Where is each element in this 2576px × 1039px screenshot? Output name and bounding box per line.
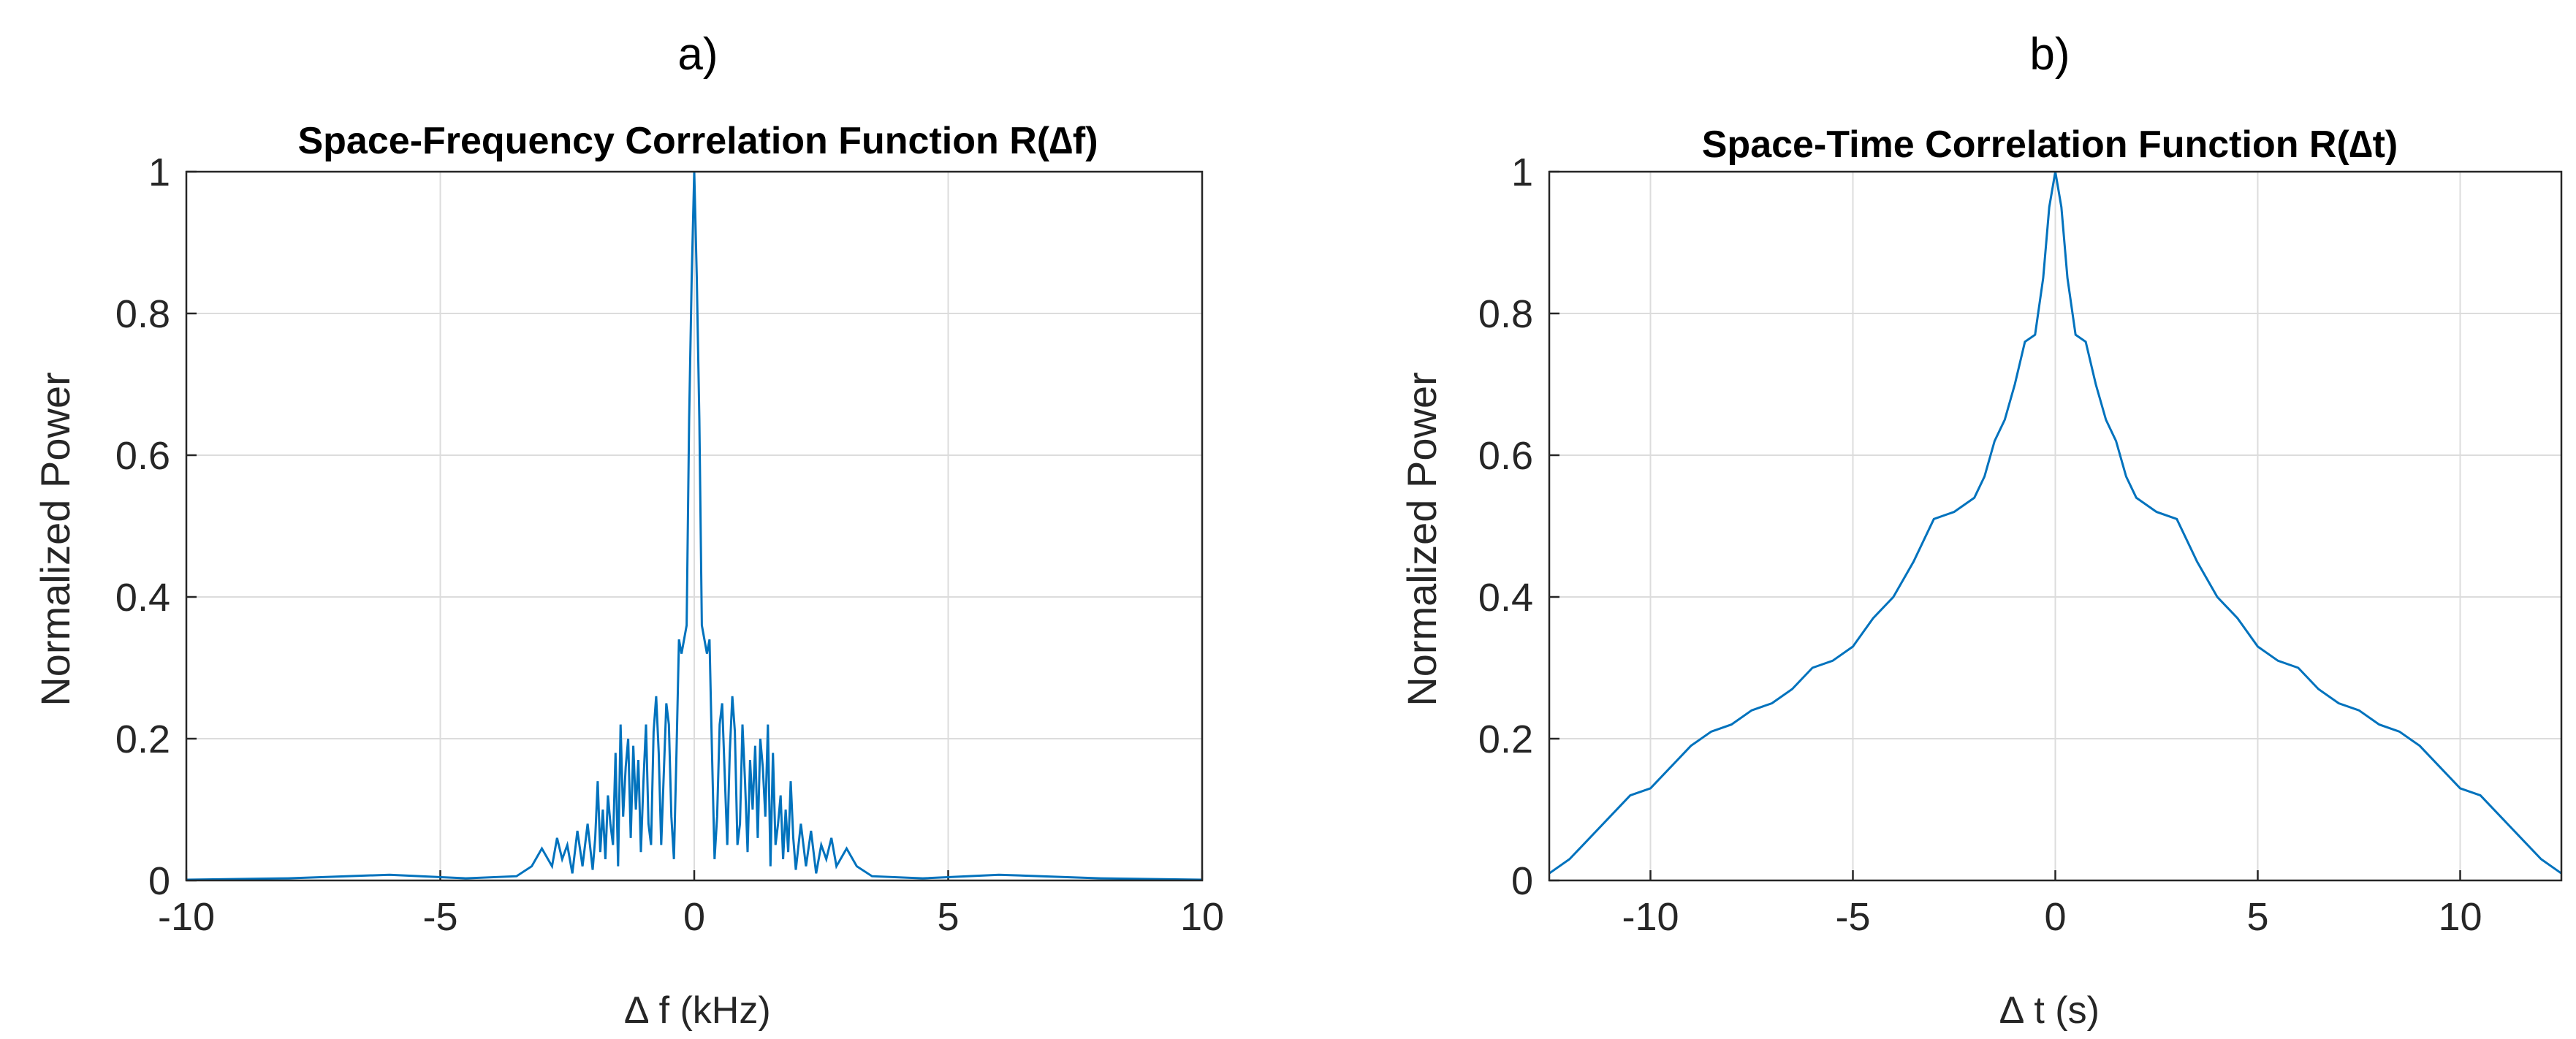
panel-a-y-tick-label: 0 bbox=[148, 859, 170, 903]
panel-a-label: a) bbox=[677, 29, 718, 80]
panel-a-y-tick-label: 0.4 bbox=[115, 576, 170, 620]
panel-b-label: b) bbox=[2029, 29, 2070, 80]
panel-b-y-tick-label: 0.8 bbox=[1478, 292, 1533, 336]
panel-a-x-tick-label: 0 bbox=[683, 895, 705, 939]
panel-a-x-ticks: -10 -5 0 5 10 bbox=[158, 870, 1224, 939]
panel-b-x-tick-label: 10 bbox=[2438, 895, 2482, 939]
panel-b-x-tick-label: -5 bbox=[1835, 895, 1870, 939]
panel-b-x-tick-label: 0 bbox=[2044, 895, 2066, 939]
panel-a-title: Space-Frequency Correlation Function R(∆… bbox=[297, 120, 1098, 162]
panel-b: b) Space-Time Correlation Function R(∆t)… bbox=[1399, 29, 2563, 1032]
panel-b-y-tick-label: 0.4 bbox=[1478, 576, 1533, 620]
panel-b-x-tick-label: -10 bbox=[1622, 895, 1679, 939]
panel-b-x-axis-label: ∆ t (s) bbox=[2000, 989, 2100, 1032]
panel-a-y-tick-label: 0.8 bbox=[115, 292, 170, 336]
panel-b-axes-box bbox=[1548, 170, 2563, 882]
panel-b-y-tick-label: 1 bbox=[1511, 151, 1533, 194]
panel-a-y-tick-label: 0.2 bbox=[115, 718, 170, 761]
panel-a-x-tick-label: -10 bbox=[158, 895, 215, 939]
panel-a-y-tick-label: 0.6 bbox=[115, 434, 170, 478]
panel-b-y-tick-label: 0.6 bbox=[1478, 434, 1533, 478]
panel-b-x-ticks: -10 -5 0 5 10 bbox=[1622, 870, 2482, 939]
panel-b-y-tick-label: 0 bbox=[1511, 859, 1533, 903]
panel-a-x-tick-label: -5 bbox=[422, 895, 457, 939]
panel-a-y-axis-label: Normalized Power bbox=[32, 372, 78, 707]
panel-b-x-tick-label: 5 bbox=[2246, 895, 2268, 939]
panel-b-y-ticks: 0 0.2 0.4 0.6 0.8 1 bbox=[1478, 151, 1559, 903]
panel-b-title: Space-Time Correlation Function R(∆t) bbox=[1702, 123, 2398, 166]
panel-a-y-tick-label: 1 bbox=[148, 151, 170, 194]
panel-a-x-tick-label: 10 bbox=[1180, 895, 1224, 939]
panel-b-y-tick-label: 0.2 bbox=[1478, 718, 1533, 761]
panel-a-y-ticks: 0 0.2 0.4 0.6 0.8 1 bbox=[115, 151, 197, 903]
panel-a-x-tick-label: 5 bbox=[937, 895, 959, 939]
panel-a: a) Space-Frequency Correlation Function … bbox=[32, 29, 1224, 1032]
panel-a-axes-box bbox=[185, 170, 1204, 882]
panel-b-y-axis-label: Normalized Power bbox=[1399, 372, 1445, 707]
panel-a-x-axis-label: ∆ f (kHz) bbox=[625, 989, 770, 1032]
